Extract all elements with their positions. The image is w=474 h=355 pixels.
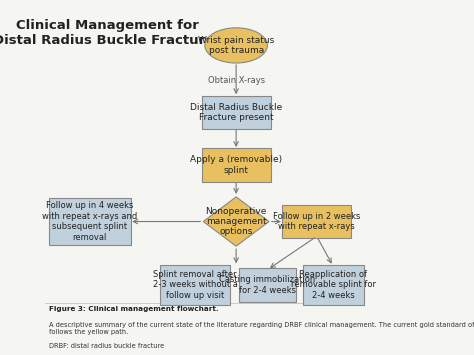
Text: Reapplication of
removable splint for
2-4 weeks: Reapplication of removable splint for 2-… (291, 270, 376, 300)
Text: A descriptive summary of the current state of the literature regarding DRBF clin: A descriptive summary of the current sta… (49, 322, 474, 335)
Ellipse shape (205, 28, 267, 63)
Text: Apply a (removable)
splint: Apply a (removable) splint (190, 155, 282, 175)
Text: Casting immobilization
for 2-4 weeks: Casting immobilization for 2-4 weeks (219, 275, 316, 295)
Text: Wrist pain status
post trauma: Wrist pain status post trauma (198, 36, 274, 55)
FancyBboxPatch shape (303, 265, 364, 305)
Text: Follow up in 4 weeks
with repeat x-rays and
subsequent splint
removal: Follow up in 4 weeks with repeat x-rays … (42, 201, 137, 242)
FancyBboxPatch shape (201, 95, 271, 129)
FancyBboxPatch shape (282, 205, 351, 238)
Text: Clinical Management for
Distal Radius Buckle Fractures: Clinical Management for Distal Radius Bu… (0, 19, 222, 47)
Text: Obtain X-rays: Obtain X-rays (208, 76, 264, 85)
Text: DRBF: distal radius buckle fracture: DRBF: distal radius buckle fracture (49, 343, 164, 349)
FancyBboxPatch shape (238, 268, 296, 302)
Text: Distal Radius Buckle
Fracture present: Distal Radius Buckle Fracture present (190, 103, 282, 122)
FancyBboxPatch shape (161, 265, 229, 305)
FancyBboxPatch shape (49, 198, 131, 245)
Text: Splint removal after
2-3 weeks without a
follow up visit: Splint removal after 2-3 weeks without a… (153, 270, 237, 300)
Text: Nonoperative
management
options: Nonoperative management options (205, 207, 267, 236)
Text: Follow up in 2 weeks
with repeat x-rays: Follow up in 2 weeks with repeat x-rays (273, 212, 360, 231)
Text: Figure 3: Clinical management flowchart.: Figure 3: Clinical management flowchart. (49, 306, 219, 312)
FancyBboxPatch shape (201, 148, 271, 182)
Polygon shape (203, 197, 269, 246)
